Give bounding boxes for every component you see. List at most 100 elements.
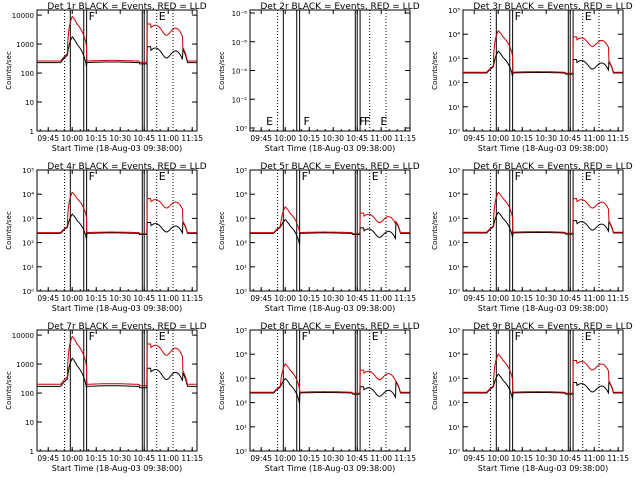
x-tick-label: 11:00 <box>370 454 392 463</box>
x-tick-label: 10:45 <box>346 134 368 143</box>
y-tick-label: 10² <box>235 400 247 408</box>
x-tick-label: 11:00 <box>583 134 605 143</box>
y-tick-label: 10⁴ <box>448 351 460 359</box>
annotation-F: F <box>89 330 95 343</box>
x-tick-label: 10:15 <box>511 134 533 143</box>
y-tick-label: 10¹ <box>448 424 460 432</box>
y-axis-label: Counts/sec <box>218 371 226 410</box>
x-tick-label: 10:45 <box>346 294 368 303</box>
annotation-F: F <box>302 170 308 183</box>
annotation-E: E <box>372 330 379 343</box>
y-tick-label: 10⁻⁶ <box>232 39 248 47</box>
y-tick-label: 10² <box>235 240 247 248</box>
y-tick-label: 10⁰ <box>235 125 247 133</box>
y-tick-label: 10⁻⁴ <box>232 68 248 76</box>
x-tick-label: 10:00 <box>274 294 296 303</box>
x-tick-label: 11:15 <box>181 134 203 143</box>
x-tick-label: 10:45 <box>133 294 155 303</box>
y-tick-label: 10⁰ <box>448 128 460 136</box>
series-lld <box>37 191 197 235</box>
annotation-F: F <box>89 170 95 183</box>
x-tick-label: 10:45 <box>559 454 581 463</box>
x-tick-label: 10:00 <box>274 134 296 143</box>
y-tick-label: 10¹ <box>448 264 460 272</box>
y-tick-label: 10⁵ <box>22 167 34 175</box>
series-events <box>37 35 197 67</box>
x-tick-label: 10:45 <box>559 294 581 303</box>
series-lld <box>463 353 623 394</box>
plot-frame <box>36 9 198 132</box>
x-tick-label: 10:45 <box>133 454 155 463</box>
y-axis-label: Counts/sec <box>431 371 439 410</box>
x-tick-label: 09:45 <box>37 294 59 303</box>
x-tick-label: 10:15 <box>298 454 320 463</box>
y-tick-label: 10⁵ <box>448 7 460 15</box>
x-tick-label: 10:30 <box>535 294 557 303</box>
x-axis-label: Start Time (18-Aug-03 09:38:00) <box>478 304 609 313</box>
x-tick-label: 11:15 <box>181 294 203 303</box>
x-axis-label: Start Time (18-Aug-03 09:38:00) <box>478 144 609 153</box>
annotation-E: E <box>585 330 592 343</box>
annotation-E: E <box>372 170 379 183</box>
panel-title: Det 9r BLACK = Events, RED = LLD <box>473 322 632 332</box>
x-tick-label: 10:30 <box>109 294 131 303</box>
x-tick-label: 10:15 <box>85 454 107 463</box>
x-tick-label: 10:30 <box>109 454 131 463</box>
x-axis-label: Start Time (18-Aug-03 09:38:00) <box>52 464 183 473</box>
y-tick-label: 1000 <box>16 361 34 369</box>
x-tick-label: 11:00 <box>370 294 392 303</box>
y-tick-label: 10¹ <box>235 424 247 432</box>
panel-title: Det 3r BLACK = Events, RED = LLD <box>473 2 632 12</box>
x-tick-label: 11:15 <box>607 134 629 143</box>
x-tick-label: 11:00 <box>583 454 605 463</box>
x-tick-label: 11:15 <box>181 454 203 463</box>
panel-det-3: Det 3r BLACK = Events, RED = LLD Counts/s… <box>431 2 633 153</box>
y-tick-label: 10¹ <box>235 264 247 272</box>
x-tick-label: 11:15 <box>394 454 416 463</box>
annotation-E: E <box>266 115 273 128</box>
y-axis-label: Counts/sec <box>5 51 13 90</box>
y-axis-label: Counts/sec <box>218 211 226 250</box>
annotation-F: F <box>89 10 95 23</box>
panel-det-7: Det 7r BLACK = Events, RED = LLD Counts/s… <box>5 322 207 473</box>
x-tick-label: 10:30 <box>535 454 557 463</box>
annotation-E: E <box>380 115 387 128</box>
x-tick-label: 10:45 <box>559 134 581 143</box>
x-tick-label: 11:00 <box>583 294 605 303</box>
y-tick-label: 10000 <box>12 332 34 340</box>
y-axis-label: Counts/sec <box>431 51 439 90</box>
panel-det-9: Det 9r BLACK = Events, RED = LLD Counts/s… <box>431 322 633 473</box>
annotation-E: E <box>159 10 166 23</box>
panel-det-8: Det 8r BLACK = Events, RED = LLD Counts/s… <box>218 322 420 473</box>
x-axis-label: Start Time (18-Aug-03 09:38:00) <box>478 464 609 473</box>
annotation-F: F <box>364 115 370 128</box>
y-tick-label: 10⁴ <box>448 31 460 39</box>
panel-title: Det 8r BLACK = Events, RED = LLD <box>260 322 419 332</box>
annotation-F: F <box>515 330 521 343</box>
y-tick-label: 10⁰ <box>22 288 34 296</box>
y-axis-label: Counts/sec <box>431 211 439 250</box>
x-tick-label: 11:15 <box>607 454 629 463</box>
x-tick-label: 10:15 <box>85 294 107 303</box>
x-axis-label: Start Time (18-Aug-03 09:38:00) <box>52 304 183 313</box>
x-tick-label: 10:00 <box>61 294 83 303</box>
series-lld <box>463 30 623 74</box>
y-tick-label: 10² <box>448 400 460 408</box>
y-tick-label: 10⁵ <box>235 327 247 335</box>
x-axis-label: Start Time (18-Aug-03 09:38:00) <box>265 144 396 153</box>
x-tick-label: 10:45 <box>133 134 155 143</box>
x-tick-label: 09:45 <box>463 134 485 143</box>
y-tick-label: 10⁵ <box>235 167 247 175</box>
y-tick-label: 10² <box>22 240 34 248</box>
y-tick-label: 10⁻⁸ <box>232 10 248 18</box>
x-tick-label: 11:00 <box>370 134 392 143</box>
panel-det-2: Det 2r BLACK = Events, RED = LLD Counts/s… <box>218 2 420 153</box>
y-axis-label: Counts/sec <box>5 211 13 250</box>
x-tick-label: 09:45 <box>463 454 485 463</box>
series-lld <box>463 191 623 234</box>
y-tick-label: 10² <box>448 80 460 88</box>
panel-det-4: Det 4r BLACK = Events, RED = LLD Counts/s… <box>5 162 207 313</box>
series-events <box>463 373 623 400</box>
x-tick-label: 10:00 <box>61 454 83 463</box>
